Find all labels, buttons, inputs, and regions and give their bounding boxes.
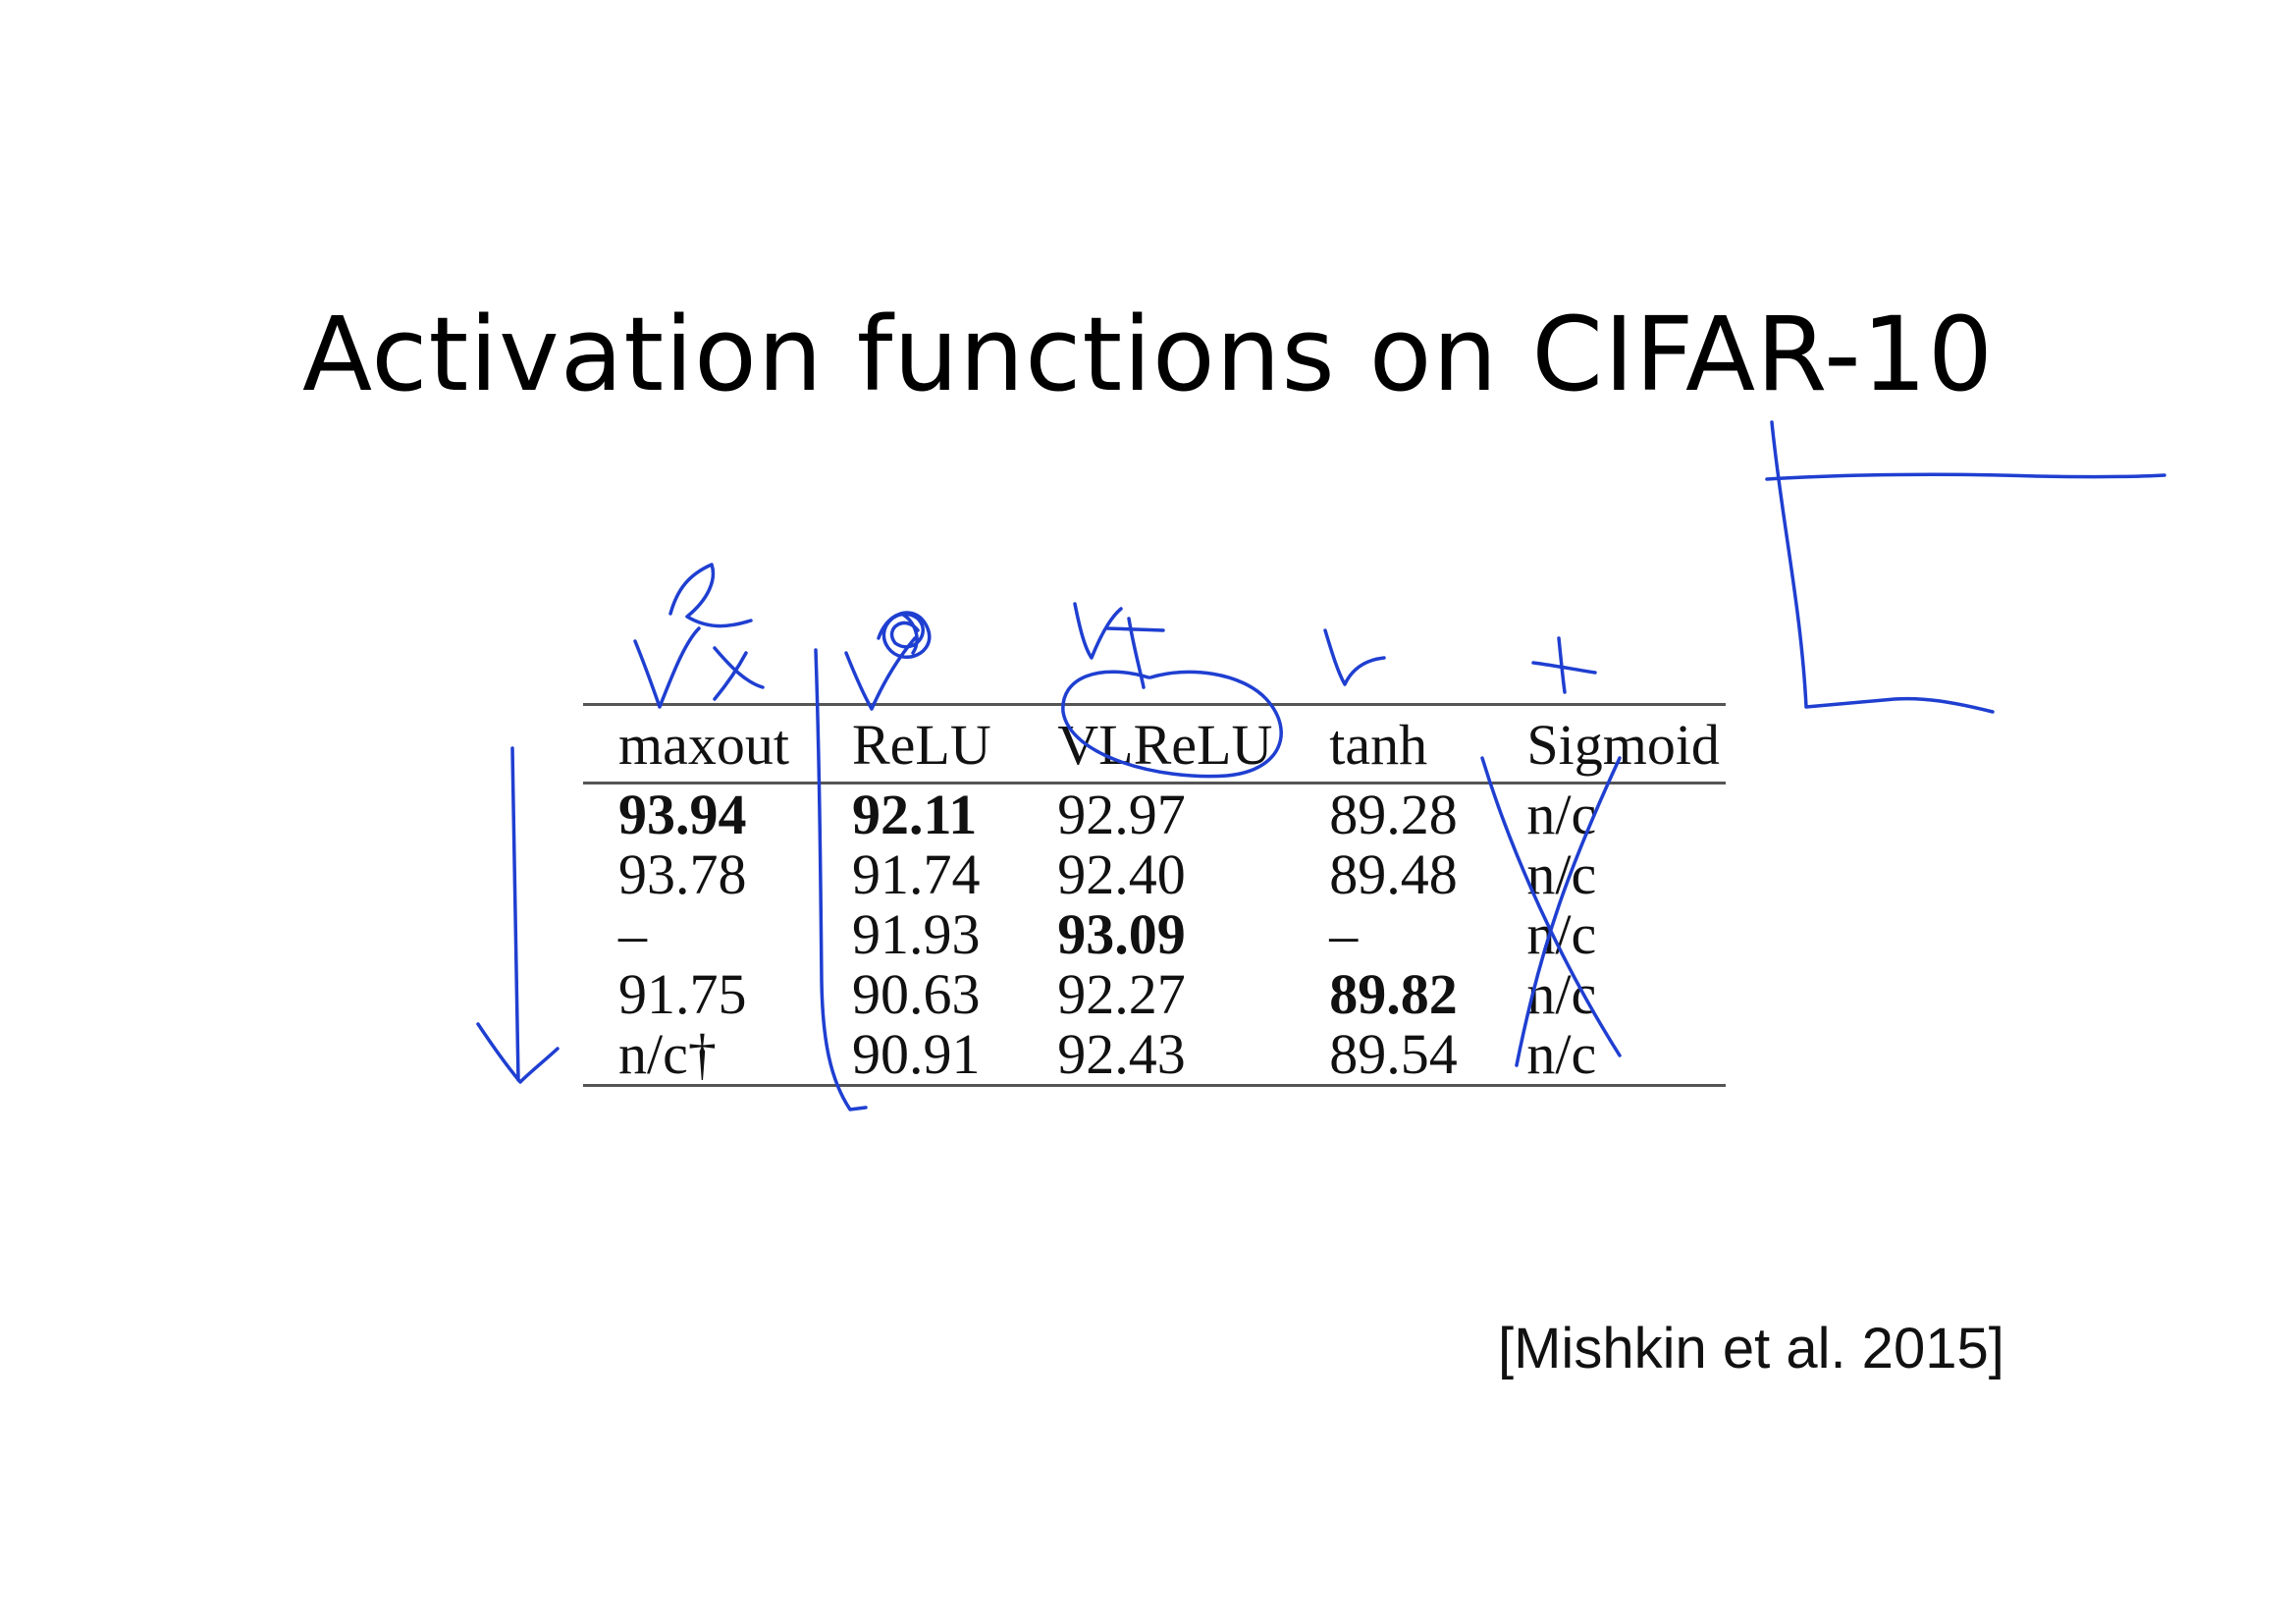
table-cell: 90.63: [852, 962, 981, 1026]
check-mark-annotation: [844, 636, 917, 711]
table-cell: n/c: [1526, 842, 1597, 906]
table-cell: 93.78: [618, 842, 747, 906]
axis-sketch-annotation: [1765, 472, 2166, 481]
column-header-vlrelu: VLReLU: [1057, 713, 1273, 777]
table-row: 93.94 92.11 92.97 89.28 n/c: [583, 784, 1726, 845]
table-cell: 89.28: [1329, 783, 1458, 846]
scribble-annotation: [877, 611, 932, 659]
down-arrow-annotation: [510, 746, 520, 1082]
table-cell: –: [1329, 902, 1359, 966]
table-cell: 92.97: [1057, 783, 1186, 846]
citation: [Mishkin et al. 2015]: [1498, 1317, 2004, 1380]
column-header-sigmoid: Sigmoid: [1526, 713, 1720, 777]
plus-mark-annotation: [1531, 636, 1597, 694]
results-table: maxout ReLU VLReLU tanh Sigmoid 93.94 92…: [583, 703, 1726, 1087]
table-cell: n/c†: [618, 1022, 717, 1086]
table-cell: 91.93: [852, 902, 981, 966]
column-header-tanh: tanh: [1329, 713, 1428, 777]
table-cell: 89.82: [1329, 962, 1458, 1026]
table-cell: 90.91: [852, 1022, 981, 1086]
table-cell: –: [618, 902, 647, 966]
table-cell: 92.27: [1057, 962, 1186, 1026]
table-header-row: maxout ReLU VLReLU tanh Sigmoid: [583, 704, 1726, 784]
table-cell: n/c: [1526, 1022, 1597, 1086]
table-cell: 89.54: [1329, 1022, 1458, 1086]
table-cell: 89.48: [1329, 842, 1458, 906]
table-cell: 92.11: [852, 783, 978, 846]
down-arrow-head-annotation: [476, 1022, 560, 1084]
table-cell: 91.75: [618, 962, 747, 1026]
table-row: 93.78 91.74 92.40 89.48 n/c: [583, 844, 1726, 904]
table-row: n/c† 90.91 92.43 89.54 n/c: [583, 1024, 1726, 1086]
check-mark-annotation: [633, 626, 701, 709]
table-cell: 91.74: [852, 842, 981, 906]
table-cell: n/c: [1526, 783, 1597, 846]
table-row: 91.75 90.63 92.27 89.82 n/c: [583, 964, 1726, 1024]
check-mark-annotation: [668, 563, 753, 628]
check-mark-annotation: [1323, 628, 1386, 686]
table-cell: 93.09: [1057, 902, 1186, 966]
table-cell: n/c: [1526, 962, 1597, 1026]
column-header-maxout: maxout: [618, 713, 789, 777]
column-header-relu: ReLU: [852, 713, 991, 777]
table-cell: 93.94: [618, 783, 747, 846]
axis-sketch-annotation: [1770, 420, 1995, 714]
cross-mark-annotation: [713, 646, 765, 701]
table-cell: 92.40: [1057, 842, 1186, 906]
slide-title: Activation functions on CIFAR-10: [301, 295, 1994, 414]
table-cell: 92.43: [1057, 1022, 1186, 1086]
table-cell: n/c: [1526, 902, 1597, 966]
check-mark-annotation: [1073, 602, 1123, 660]
table-row: – 91.93 93.09 – n/c: [583, 904, 1726, 964]
scribble-annotation: [1105, 617, 1165, 689]
